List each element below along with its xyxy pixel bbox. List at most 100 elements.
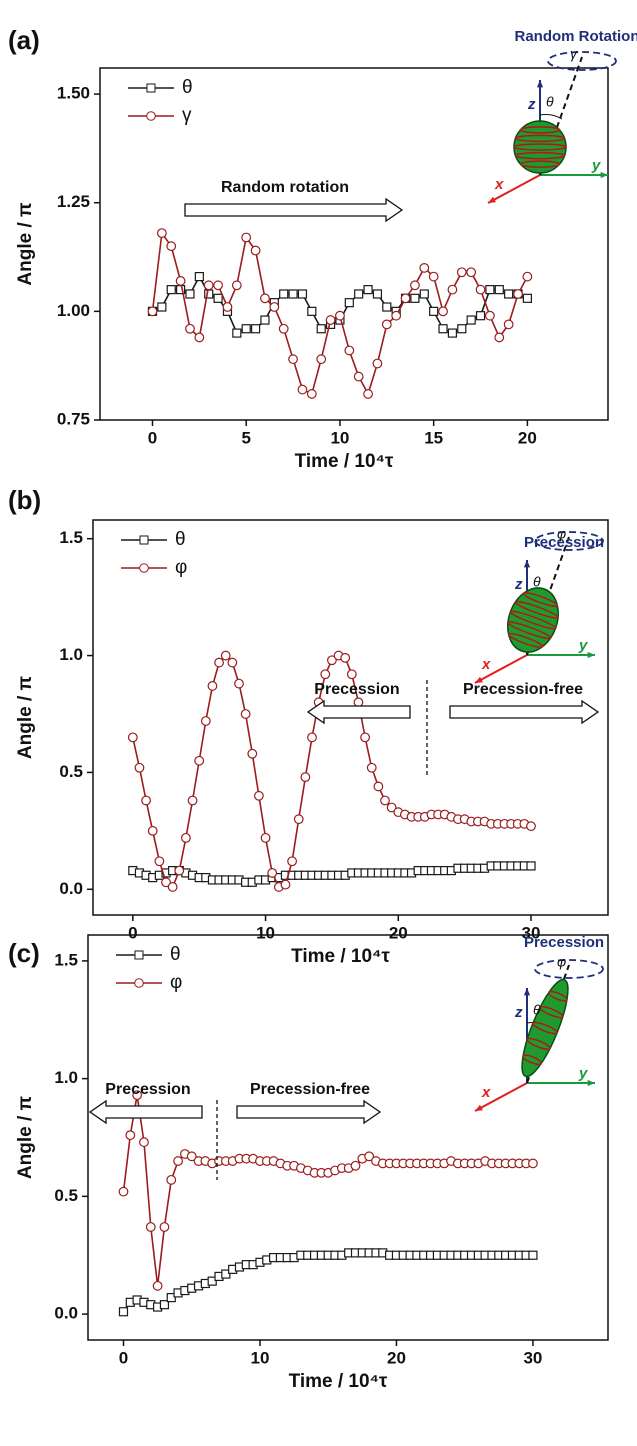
- marker: [320, 669, 331, 680]
- marker: [232, 328, 242, 338]
- marker: [207, 1276, 217, 1286]
- marker: [194, 332, 205, 343]
- marker: [154, 856, 165, 867]
- marker: [344, 345, 355, 356]
- plot-frame: [87, 934, 609, 1341]
- marker: [280, 879, 291, 890]
- marker: [152, 1280, 163, 1291]
- plot-frame: [99, 67, 609, 421]
- marker: [139, 1137, 149, 1148]
- x-tick-label: 20: [387, 1348, 406, 1367]
- marker: [213, 280, 223, 291]
- annotation-text: Precession-free: [463, 681, 583, 698]
- inset-azimuth-label: φ: [557, 526, 566, 542]
- marker: [372, 358, 383, 369]
- marker: [250, 324, 261, 334]
- marker: [221, 1269, 231, 1279]
- particle-band: [522, 1054, 543, 1066]
- marker: [157, 302, 167, 312]
- marker: [380, 795, 390, 806]
- marker: [419, 289, 429, 299]
- particle-band: [509, 610, 557, 630]
- legend-label: φ: [175, 557, 187, 578]
- x-tick-label: 20: [389, 923, 408, 942]
- x-tick-label: 0: [128, 923, 137, 942]
- marker: [353, 371, 364, 382]
- legend-label: θ: [175, 529, 186, 550]
- marker: [346, 669, 357, 680]
- polar-arc: [539, 114, 563, 120]
- y-tick-label: 0.75: [57, 409, 90, 428]
- y-tick-label: 1.0: [59, 645, 83, 664]
- particle-band: [514, 151, 566, 160]
- y-axis-title: Angle / π: [15, 1095, 36, 1179]
- marker: [316, 324, 326, 334]
- legend-marker: [134, 950, 144, 960]
- x-tick-label: 0: [148, 428, 157, 447]
- particle-band: [519, 126, 561, 134]
- marker: [241, 232, 252, 243]
- marker: [503, 319, 514, 330]
- y-axis-head: [587, 1079, 595, 1087]
- marker: [475, 311, 486, 321]
- marker: [200, 716, 211, 726]
- marker: [353, 697, 364, 708]
- marker: [475, 284, 486, 295]
- marker: [203, 280, 214, 291]
- marker: [363, 389, 373, 399]
- marker: [485, 285, 495, 295]
- marker: [366, 762, 377, 773]
- marker: [363, 285, 373, 295]
- marker: [147, 306, 158, 317]
- marker: [166, 1293, 176, 1303]
- marker: [166, 1174, 177, 1185]
- marker: [227, 657, 238, 668]
- marker: [187, 795, 198, 806]
- legend-label: θ: [170, 944, 181, 965]
- marker: [327, 655, 337, 666]
- inset-azimuth-label: γ: [570, 46, 578, 62]
- particle-band: [507, 621, 552, 640]
- marker: [526, 821, 536, 832]
- marker: [247, 748, 258, 759]
- y-tick-label: 1.5: [54, 950, 78, 969]
- annotation-text: Precession: [314, 681, 399, 698]
- marker: [194, 755, 205, 766]
- x-axis: [474, 654, 528, 684]
- inset-x-label: x: [481, 1084, 491, 1101]
- marker: [485, 310, 495, 321]
- particle-band: [514, 600, 559, 619]
- inset-polar-label: θ: [533, 574, 541, 590]
- marker: [214, 657, 224, 668]
- x-tick-label: 15: [424, 428, 443, 447]
- marker: [386, 802, 397, 813]
- particle-band: [513, 143, 567, 151]
- marker: [410, 280, 420, 291]
- marker: [381, 319, 392, 330]
- panel-label: (b): [8, 485, 41, 515]
- annotation-arrow: [236, 1099, 382, 1125]
- marker: [306, 389, 317, 399]
- inset-z-label: z: [514, 576, 523, 593]
- marker: [175, 276, 186, 286]
- marker: [400, 293, 411, 304]
- rotation-orbit: [534, 531, 604, 551]
- marker: [159, 1222, 170, 1232]
- marker: [166, 285, 176, 295]
- annotation-arrow: [449, 699, 600, 725]
- marker: [240, 709, 251, 719]
- marker: [118, 1307, 129, 1317]
- x-tick-label: 30: [523, 1348, 542, 1367]
- marker: [134, 762, 145, 773]
- particle-band: [514, 134, 566, 143]
- x-axis-head: [488, 196, 496, 203]
- annotation-arrow: [184, 197, 404, 223]
- marker: [494, 332, 505, 343]
- marker: [391, 310, 402, 321]
- marker: [428, 271, 439, 282]
- marker: [181, 832, 191, 843]
- plot-frame: [92, 519, 609, 916]
- particle-band: [522, 592, 559, 608]
- marker: [447, 284, 458, 295]
